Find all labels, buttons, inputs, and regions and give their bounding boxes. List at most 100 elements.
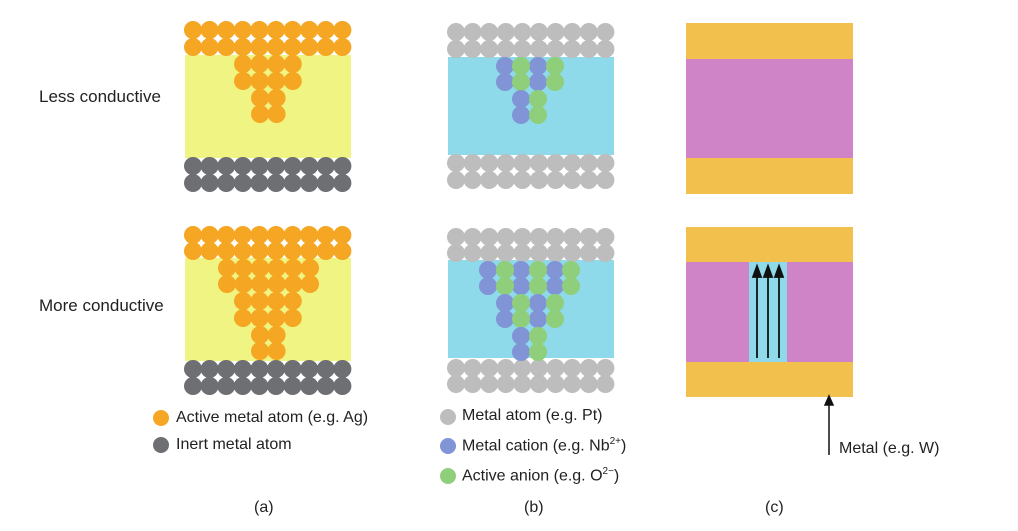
metal-atom — [579, 40, 598, 58]
metal-atom — [513, 171, 532, 189]
metal-atom — [579, 359, 598, 377]
metal-atom — [447, 40, 465, 58]
metal-pointer-arrow — [823, 394, 835, 455]
inert-metal-atom — [333, 174, 352, 192]
legend-inert-metal: Inert metal atom — [176, 436, 292, 453]
metal-atom — [480, 359, 499, 377]
metal-atom — [463, 359, 482, 377]
active-metal-atom — [333, 242, 352, 260]
active-metal-atom — [233, 21, 252, 39]
metal-atom — [579, 154, 598, 172]
metal-cation — [512, 261, 530, 279]
active-metal-atom — [200, 21, 219, 39]
inert-metal-atom — [250, 174, 269, 192]
blue-oxide-layer — [448, 57, 614, 155]
active-metal-atom — [267, 292, 286, 310]
metal-atom — [463, 40, 482, 58]
panel-b-bottom — [448, 260, 614, 358]
inert-metal-atom — [283, 174, 302, 192]
row-label-more-conductive: More conductive — [39, 296, 164, 315]
active-metal-atom — [251, 326, 269, 344]
metal-atom — [480, 23, 499, 41]
metal-atom — [546, 244, 565, 262]
metal-atom — [546, 154, 565, 172]
metal-atom — [480, 154, 499, 172]
legend-metal-atom: Metal atom (e.g. Pt) — [462, 407, 603, 424]
panel-c-top — [686, 23, 853, 194]
metal-atom — [563, 228, 582, 246]
active-metal-atom — [184, 38, 202, 56]
active-metal-atom — [251, 342, 269, 360]
inert-metal-atom — [184, 377, 202, 395]
metal-atom — [480, 40, 499, 58]
metal-atom — [579, 244, 598, 262]
atom-layer — [184, 21, 615, 395]
active-metal-atom — [233, 38, 252, 56]
active-metal-atom — [301, 259, 319, 277]
active-metal-atom — [283, 292, 302, 310]
metal-atom — [546, 23, 565, 41]
metal-cation — [529, 310, 547, 328]
metal-atom — [496, 359, 515, 377]
inert-metal-atom — [316, 360, 335, 378]
active-metal-atom — [234, 72, 252, 90]
metal-cation — [496, 57, 514, 75]
active-anion — [512, 73, 530, 91]
inert-metal-atom-icon — [153, 437, 169, 453]
active-anion — [546, 310, 564, 328]
active-metal-atom — [283, 309, 302, 327]
active-metal-atom — [250, 21, 269, 39]
metal-atom — [496, 244, 515, 262]
metal-atom — [563, 154, 582, 172]
active-metal-atom — [184, 21, 202, 39]
metal-atom-icon — [440, 409, 456, 425]
panel-label-b: (b) — [524, 499, 544, 516]
metal-atom — [563, 244, 582, 262]
active-metal-atom — [267, 326, 286, 344]
active-metal-atom — [267, 21, 285, 39]
active-metal-atom — [251, 105, 269, 123]
active-metal-atom — [233, 226, 252, 244]
metal-atom — [480, 228, 499, 246]
top-electrode — [686, 227, 853, 262]
active-metal-atom — [234, 292, 252, 310]
active-anion — [562, 261, 580, 279]
metal-atom — [530, 375, 548, 393]
metal-atom — [579, 228, 598, 246]
inert-metal-atom — [333, 377, 352, 395]
active-metal-atom — [283, 242, 302, 260]
inert-metal-atom — [283, 157, 302, 175]
metal-atom — [546, 375, 565, 393]
inert-metal-atom — [250, 360, 269, 378]
metal-atom — [447, 154, 465, 172]
inert-metal-atom — [217, 377, 236, 395]
metal-cation — [496, 294, 514, 312]
metal-atom — [447, 171, 465, 189]
inert-metal-atom — [233, 360, 252, 378]
metal-atom — [546, 171, 565, 189]
metal-atom — [513, 244, 532, 262]
metal-atom — [530, 23, 548, 41]
yellow-insulator-layer — [185, 55, 351, 158]
active-metal-atom — [300, 226, 319, 244]
legend-metal-cation: Metal cation (e.g. Nb2+) — [462, 436, 627, 455]
active-metal-atom — [234, 309, 252, 327]
metal-atom — [563, 171, 582, 189]
panel-label-a: (a) — [254, 499, 274, 516]
inert-metal-atom — [200, 174, 219, 192]
active-metal-atom — [267, 342, 286, 360]
inert-metal-atom — [316, 174, 335, 192]
active-metal-atom — [300, 38, 319, 56]
active-metal-atom — [200, 242, 219, 260]
metal-cation — [512, 343, 530, 361]
panel-b-top — [448, 57, 614, 155]
inert-metal-atom — [300, 377, 319, 395]
metal-atom — [447, 23, 465, 41]
inert-metal-atom — [200, 377, 219, 395]
active-anion — [529, 261, 547, 279]
inert-metal-atom — [233, 377, 252, 395]
active-anion — [529, 277, 547, 295]
inert-metal-atom — [233, 157, 252, 175]
metal-cation — [512, 90, 530, 108]
active-metal-atom — [234, 259, 253, 277]
